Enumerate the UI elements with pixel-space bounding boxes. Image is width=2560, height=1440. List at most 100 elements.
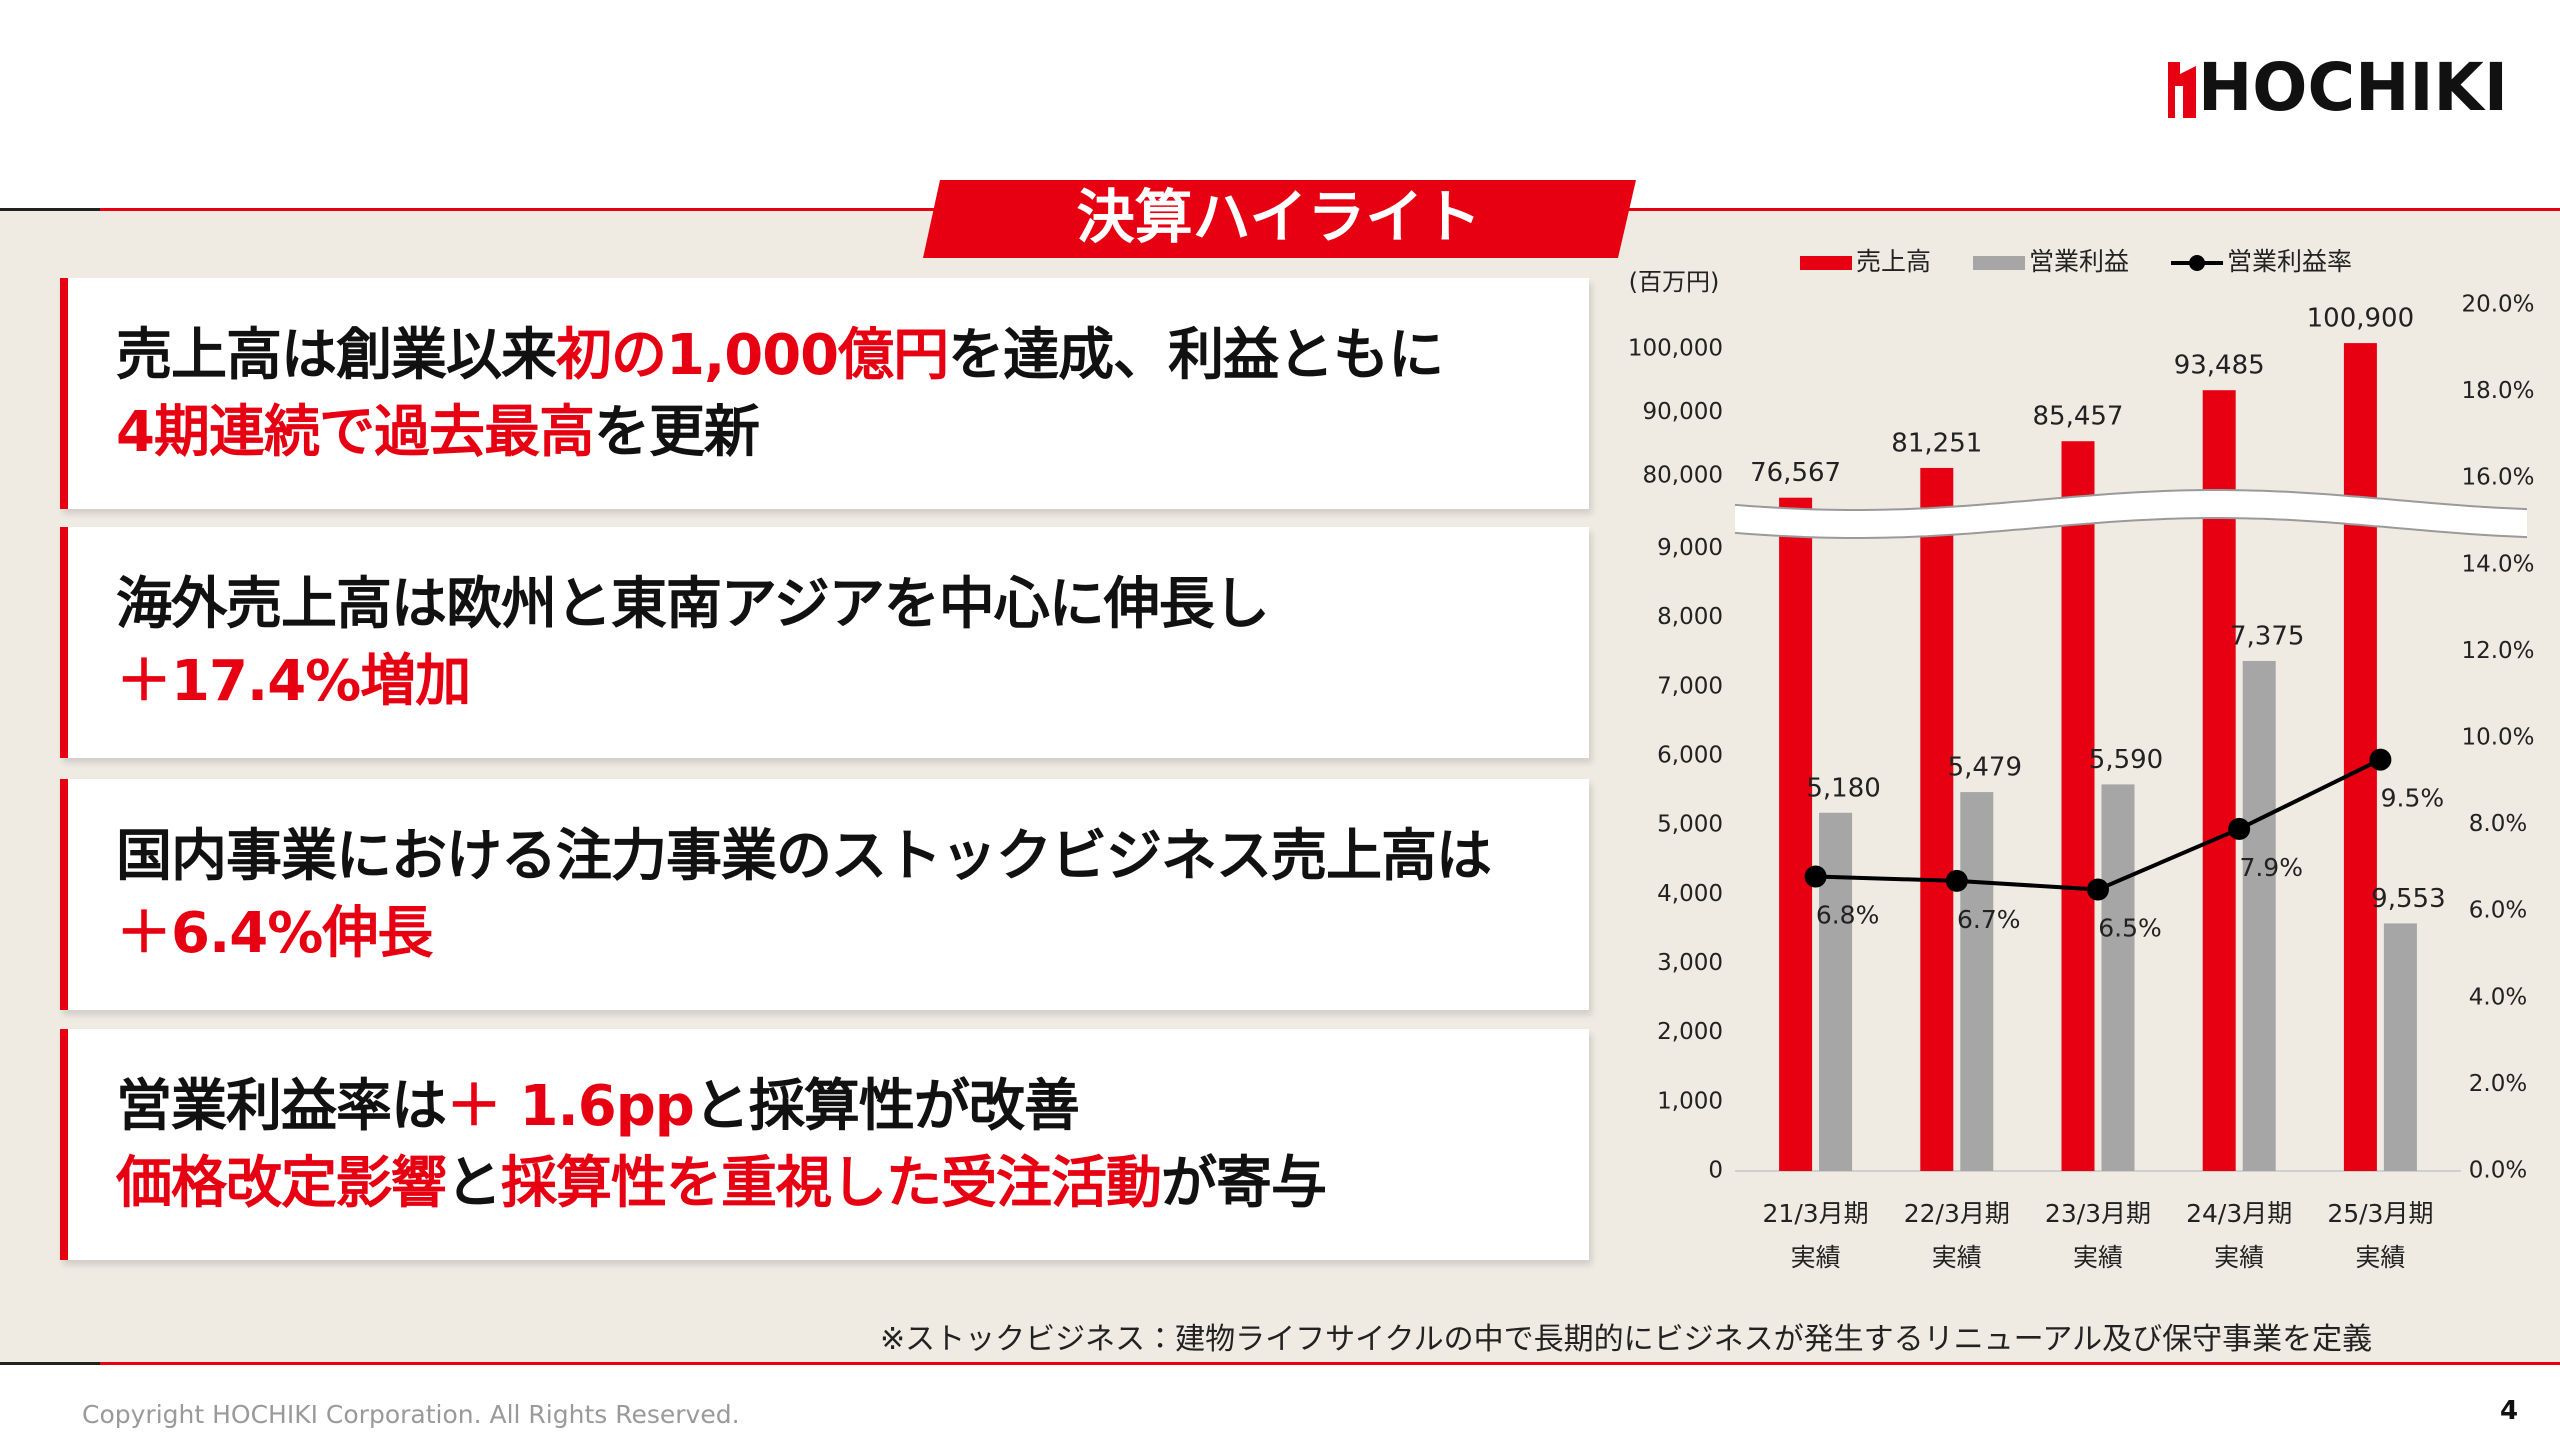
bar xyxy=(2202,390,2236,1171)
title-banner xyxy=(923,180,1636,258)
bar xyxy=(1920,467,1954,1171)
highlight-line: 4期連続で過去最高を更新 xyxy=(116,394,1589,471)
data-label: 5,479 xyxy=(1948,753,2022,783)
line-marker xyxy=(1804,865,1827,888)
logo-icon xyxy=(2168,62,2196,118)
data-label: 6.8% xyxy=(1816,901,1880,930)
y-tick-label: 100,000 xyxy=(1628,335,1723,361)
body-text: 営業利益率は xyxy=(116,1073,447,1139)
highlight-line: 営業利益率は＋ 1.6ppと採算性が改善 xyxy=(116,1068,1589,1145)
y-tick-label: 5,000 xyxy=(1657,812,1723,838)
rule xyxy=(0,208,100,211)
data-label: 76,567 xyxy=(1750,458,1841,488)
page-number: 4 xyxy=(2500,1396,2519,1426)
highlight-line: ＋17.4%増加 xyxy=(116,643,1589,720)
data-label: 100,900 xyxy=(2307,304,2415,334)
data-label: 9,553 xyxy=(2371,884,2445,914)
legend-marker xyxy=(1800,256,1852,270)
x-tick-label: 22/3月期 実績 xyxy=(1903,1199,2010,1272)
emphasis-text: 初の1,000億円 xyxy=(556,322,949,388)
bar xyxy=(1960,792,1994,1171)
bar xyxy=(2242,660,2276,1171)
emphasis-text: ＋17.4%増加 xyxy=(116,648,471,714)
axis-break xyxy=(1735,490,2527,538)
y2-tick-label: 18.0% xyxy=(2461,378,2534,404)
data-label: 81,251 xyxy=(1891,428,1982,458)
emphasis-text: 4期連続で過去最高 xyxy=(116,399,595,465)
body-text: 国内事業における注力事業のストックビジネス売上高は xyxy=(116,823,1492,889)
body-text: と xyxy=(446,1150,502,1216)
y-tick-label: 90,000 xyxy=(1643,399,1723,425)
highlight-line: 価格改定影響と採算性を重視した受注活動が寄与 xyxy=(116,1145,1589,1222)
emphasis-text: ＋ 1.6pp xyxy=(446,1073,695,1139)
highlight-line: 海外売上高は欧州と東南アジアを中心に伸長し xyxy=(116,566,1589,643)
data-label: 6.5% xyxy=(2098,914,2162,943)
highlight-panel: 国内事業における注力事業のストックビジネス売上高は ＋6.4%伸長 xyxy=(60,779,1589,1010)
bar xyxy=(1779,497,1813,1171)
highlight-line: 売上高は創業以来初の1,000億円を達成、利益ともに xyxy=(116,317,1589,394)
footnote: ※ストックビジネス：建物ライフサイクルの中で長期的にビジネスが発生するリニューア… xyxy=(880,1322,2373,1357)
y-axis-unit: (百万円) xyxy=(1629,268,1720,296)
highlight-panel: 営業利益率は＋ 1.6ppと採算性が改善 価格改定影響と採算性を重視した受注活動が… xyxy=(60,1029,1589,1260)
highlight-panel: 海外売上高は欧州と東南アジアを中心に伸長し ＋17.4%増加 xyxy=(60,527,1589,758)
highlight-line: 国内事業における注力事業のストックビジネス売上高は xyxy=(116,818,1589,895)
y-tick-label: 3,000 xyxy=(1657,950,1723,976)
axis-break-edge xyxy=(1734,489,2528,511)
bar xyxy=(2101,784,2135,1171)
y2-tick-label: 0.0% xyxy=(2469,1158,2527,1184)
emphasis-text: 採算性を重視した受注活動 xyxy=(501,1150,1162,1216)
line-marker xyxy=(2087,878,2109,901)
y-tick-label: 80,000 xyxy=(1643,462,1723,488)
axis-break-edge xyxy=(1734,517,2528,539)
body-text: 海外売上高は欧州と東南アジアを中心に伸長し xyxy=(116,571,1270,637)
body-text: 売上高は創業以来 xyxy=(116,322,557,388)
data-label: 6.7% xyxy=(1957,905,2021,934)
legend-label: 売上高 xyxy=(1856,247,1931,276)
body-text: が寄与 xyxy=(1161,1150,1327,1216)
data-label: 7.9% xyxy=(2239,853,2303,882)
data-label: 7,375 xyxy=(2230,621,2304,651)
data-label: 85,457 xyxy=(2033,402,2124,432)
rule xyxy=(100,1362,2560,1365)
y-tick-label: 4,000 xyxy=(1657,881,1723,907)
x-tick-label: 24/3月期 実績 xyxy=(2186,1199,2293,1272)
data-label: 9.5% xyxy=(2381,784,2445,813)
y-tick-label: 2,000 xyxy=(1657,1019,1723,1045)
copyright: Copyright HOCHIKI Corporation. All Right… xyxy=(82,1400,740,1429)
y-tick-label: 8,000 xyxy=(1657,604,1723,630)
y2-tick-label: 8.0% xyxy=(2469,811,2527,837)
body-text: を更新 xyxy=(593,399,760,465)
emphasis-text: ＋6.4%伸長 xyxy=(116,900,433,966)
y-tick-label: 0 xyxy=(1708,1158,1723,1184)
y-tick-label: 7,000 xyxy=(1657,673,1723,699)
highlight-line: ＋6.4%伸長 xyxy=(116,895,1589,972)
line-marker xyxy=(2228,817,2251,840)
legend-label: 営業利益 xyxy=(2029,247,2129,276)
y-tick-label: 6,000 xyxy=(1657,743,1723,769)
legend-label: 営業利益率 xyxy=(2227,247,2352,276)
logo: HOCHIKI xyxy=(2198,49,2508,126)
y2-tick-label: 16.0% xyxy=(2461,465,2534,491)
data-label: 5,180 xyxy=(1806,773,1880,803)
slide-title: 決算ハイライト xyxy=(1077,183,1482,251)
y-tick-label: 1,000 xyxy=(1657,1088,1723,1114)
legend-marker xyxy=(2189,255,2206,271)
bar xyxy=(1819,812,1853,1171)
y2-tick-label: 6.0% xyxy=(2469,898,2527,924)
body-text: を達成、利益ともに xyxy=(948,322,1444,388)
y2-tick-label: 10.0% xyxy=(2461,725,2534,751)
y2-tick-label: 2.0% xyxy=(2469,1071,2527,1097)
body-text: と採算性が改善 xyxy=(693,1073,1080,1139)
y2-tick-label: 12.0% xyxy=(2461,638,2534,664)
rule xyxy=(0,1362,100,1365)
x-tick-label: 23/3月期 実績 xyxy=(2044,1199,2152,1272)
x-tick-label: 21/3月期 実績 xyxy=(1762,1199,1869,1272)
highlight-panel: 売上高は創業以来初の1,000億円を達成、利益ともに 4期連続で過去最高を更新 xyxy=(60,278,1589,509)
y-tick-label: 9,000 xyxy=(1657,535,1723,561)
y2-tick-label: 20.0% xyxy=(2461,292,2534,318)
bar xyxy=(2061,441,2095,1171)
data-label: 93,485 xyxy=(2174,351,2265,381)
